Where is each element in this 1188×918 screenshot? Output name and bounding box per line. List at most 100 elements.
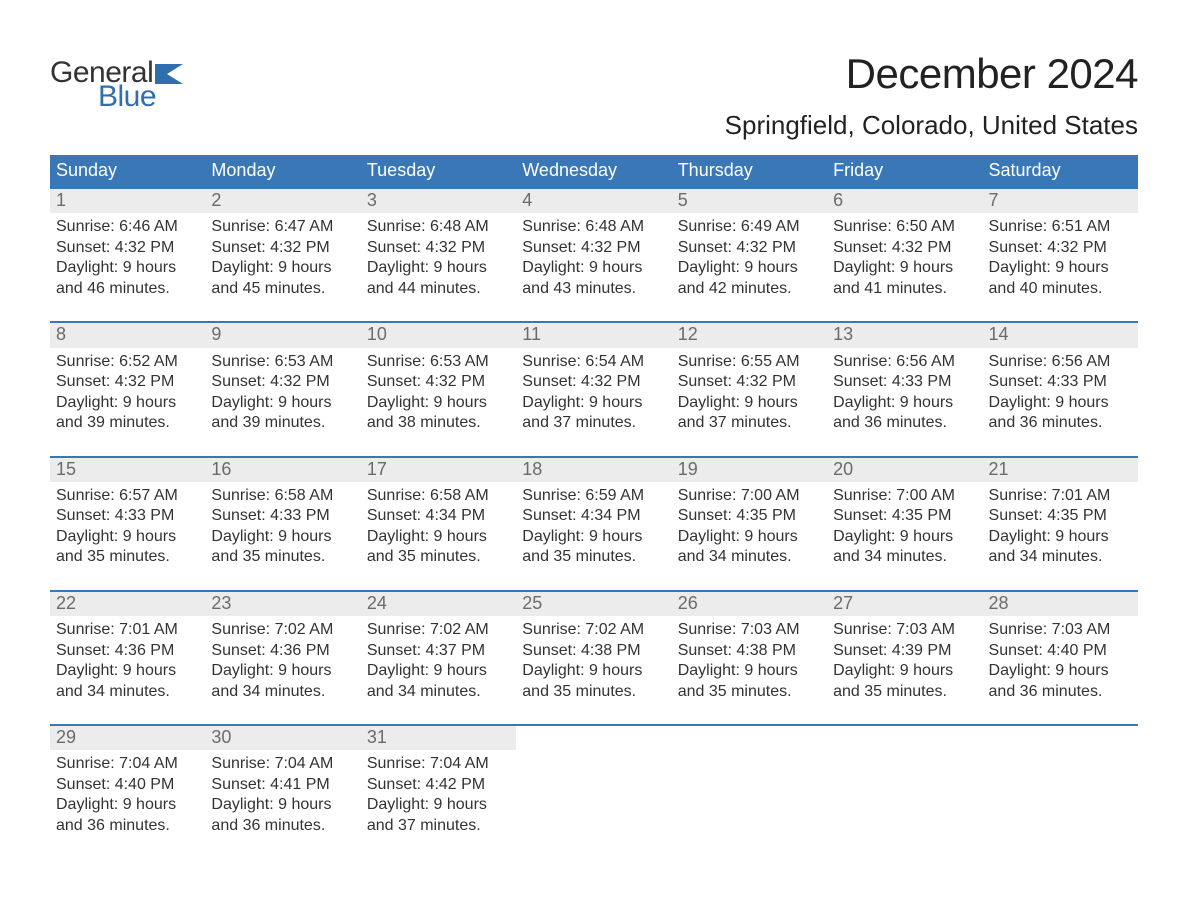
sunrise-line: Sunrise: 6:48 AM — [522, 217, 665, 237]
dow-cell: Saturday — [983, 155, 1138, 187]
empty-day — [983, 726, 1138, 750]
dow-cell: Sunday — [50, 155, 205, 187]
daylight-line: Daylight: 9 hours and 34 minutes. — [367, 661, 510, 702]
day-body: Sunrise: 7:03 AMSunset: 4:39 PMDaylight:… — [827, 616, 982, 702]
calendar: SundayMondayTuesdayWednesdayThursdayFrid… — [50, 155, 1138, 844]
day-body: Sunrise: 7:04 AMSunset: 4:41 PMDaylight:… — [205, 750, 360, 836]
sunrise-line: Sunrise: 6:51 AM — [989, 217, 1132, 237]
sunset-line: Sunset: 4:33 PM — [56, 506, 199, 526]
day-cell: 31Sunrise: 7:04 AMSunset: 4:42 PMDayligh… — [361, 726, 516, 844]
day-cell: 9Sunrise: 6:53 AMSunset: 4:32 PMDaylight… — [205, 323, 360, 441]
sunset-line: Sunset: 4:32 PM — [211, 238, 354, 258]
sunrise-line: Sunrise: 6:49 AM — [678, 217, 821, 237]
sunset-line: Sunset: 4:33 PM — [989, 372, 1132, 392]
day-number: 15 — [50, 458, 205, 482]
header: General Blue December 2024 Springfield, … — [50, 50, 1138, 141]
day-body: Sunrise: 6:50 AMSunset: 4:32 PMDaylight:… — [827, 213, 982, 299]
dow-cell: Tuesday — [361, 155, 516, 187]
day-body: Sunrise: 6:46 AMSunset: 4:32 PMDaylight:… — [50, 213, 205, 299]
daylight-line: Daylight: 9 hours and 36 minutes. — [56, 795, 199, 836]
day-number: 3 — [361, 189, 516, 213]
days-of-week-header: SundayMondayTuesdayWednesdayThursdayFrid… — [50, 155, 1138, 187]
daylight-line: Daylight: 9 hours and 40 minutes. — [989, 258, 1132, 299]
day-body: Sunrise: 7:00 AMSunset: 4:35 PMDaylight:… — [827, 482, 982, 568]
day-cell: 29Sunrise: 7:04 AMSunset: 4:40 PMDayligh… — [50, 726, 205, 844]
week-row: 22Sunrise: 7:01 AMSunset: 4:36 PMDayligh… — [50, 590, 1138, 710]
day-cell: 28Sunrise: 7:03 AMSunset: 4:40 PMDayligh… — [983, 592, 1138, 710]
daylight-line: Daylight: 9 hours and 34 minutes. — [678, 527, 821, 568]
day-cell: 18Sunrise: 6:59 AMSunset: 4:34 PMDayligh… — [516, 458, 671, 576]
empty-day — [516, 726, 671, 750]
sunrise-line: Sunrise: 7:00 AM — [833, 486, 976, 506]
day-number: 13 — [827, 323, 982, 347]
day-cell: 25Sunrise: 7:02 AMSunset: 4:38 PMDayligh… — [516, 592, 671, 710]
location: Springfield, Colorado, United States — [725, 110, 1138, 141]
sunrise-line: Sunrise: 6:53 AM — [211, 352, 354, 372]
sunrise-line: Sunrise: 6:46 AM — [56, 217, 199, 237]
day-body: Sunrise: 6:48 AMSunset: 4:32 PMDaylight:… — [361, 213, 516, 299]
daylight-line: Daylight: 9 hours and 36 minutes. — [989, 661, 1132, 702]
daylight-line: Daylight: 9 hours and 34 minutes. — [211, 661, 354, 702]
day-cell: 2Sunrise: 6:47 AMSunset: 4:32 PMDaylight… — [205, 189, 360, 307]
day-body: Sunrise: 6:55 AMSunset: 4:32 PMDaylight:… — [672, 348, 827, 434]
sunset-line: Sunset: 4:37 PM — [367, 641, 510, 661]
day-number: 9 — [205, 323, 360, 347]
sunset-line: Sunset: 4:32 PM — [678, 372, 821, 392]
daylight-line: Daylight: 9 hours and 35 minutes. — [522, 661, 665, 702]
sunrise-line: Sunrise: 6:50 AM — [833, 217, 976, 237]
sunrise-line: Sunrise: 6:47 AM — [211, 217, 354, 237]
sunrise-line: Sunrise: 6:48 AM — [367, 217, 510, 237]
day-body: Sunrise: 6:52 AMSunset: 4:32 PMDaylight:… — [50, 348, 205, 434]
day-cell — [983, 726, 1138, 844]
day-cell: 15Sunrise: 6:57 AMSunset: 4:33 PMDayligh… — [50, 458, 205, 576]
day-number: 19 — [672, 458, 827, 482]
sunrise-line: Sunrise: 6:58 AM — [211, 486, 354, 506]
sunrise-line: Sunrise: 6:58 AM — [367, 486, 510, 506]
week-row: 8Sunrise: 6:52 AMSunset: 4:32 PMDaylight… — [50, 321, 1138, 441]
day-number: 30 — [205, 726, 360, 750]
day-number: 10 — [361, 323, 516, 347]
daylight-line: Daylight: 9 hours and 44 minutes. — [367, 258, 510, 299]
day-number: 26 — [672, 592, 827, 616]
logo-word-2: Blue — [98, 82, 185, 112]
day-number: 29 — [50, 726, 205, 750]
daylight-line: Daylight: 9 hours and 39 minutes. — [211, 393, 354, 434]
sunset-line: Sunset: 4:32 PM — [56, 238, 199, 258]
sunrise-line: Sunrise: 6:57 AM — [56, 486, 199, 506]
day-body: Sunrise: 6:47 AMSunset: 4:32 PMDaylight:… — [205, 213, 360, 299]
day-cell: 12Sunrise: 6:55 AMSunset: 4:32 PMDayligh… — [672, 323, 827, 441]
daylight-line: Daylight: 9 hours and 37 minutes. — [367, 795, 510, 836]
sunset-line: Sunset: 4:42 PM — [367, 775, 510, 795]
day-number: 27 — [827, 592, 982, 616]
dow-cell: Wednesday — [516, 155, 671, 187]
daylight-line: Daylight: 9 hours and 35 minutes. — [367, 527, 510, 568]
daylight-line: Daylight: 9 hours and 45 minutes. — [211, 258, 354, 299]
day-cell — [516, 726, 671, 844]
sunset-line: Sunset: 4:32 PM — [367, 238, 510, 258]
sunset-line: Sunset: 4:38 PM — [678, 641, 821, 661]
day-cell: 30Sunrise: 7:04 AMSunset: 4:41 PMDayligh… — [205, 726, 360, 844]
day-cell: 4Sunrise: 6:48 AMSunset: 4:32 PMDaylight… — [516, 189, 671, 307]
day-cell: 10Sunrise: 6:53 AMSunset: 4:32 PMDayligh… — [361, 323, 516, 441]
day-cell: 22Sunrise: 7:01 AMSunset: 4:36 PMDayligh… — [50, 592, 205, 710]
day-number: 7 — [983, 189, 1138, 213]
day-body: Sunrise: 7:02 AMSunset: 4:37 PMDaylight:… — [361, 616, 516, 702]
week-row: 29Sunrise: 7:04 AMSunset: 4:40 PMDayligh… — [50, 724, 1138, 844]
day-number: 28 — [983, 592, 1138, 616]
day-number: 4 — [516, 189, 671, 213]
day-number: 14 — [983, 323, 1138, 347]
empty-day — [827, 726, 982, 750]
sunrise-line: Sunrise: 7:02 AM — [211, 620, 354, 640]
daylight-line: Daylight: 9 hours and 41 minutes. — [833, 258, 976, 299]
day-number: 16 — [205, 458, 360, 482]
day-body: Sunrise: 6:56 AMSunset: 4:33 PMDaylight:… — [827, 348, 982, 434]
sunrise-line: Sunrise: 7:03 AM — [678, 620, 821, 640]
daylight-line: Daylight: 9 hours and 36 minutes. — [833, 393, 976, 434]
sunrise-line: Sunrise: 6:59 AM — [522, 486, 665, 506]
day-body: Sunrise: 6:57 AMSunset: 4:33 PMDaylight:… — [50, 482, 205, 568]
sunset-line: Sunset: 4:35 PM — [833, 506, 976, 526]
day-number: 23 — [205, 592, 360, 616]
day-cell: 6Sunrise: 6:50 AMSunset: 4:32 PMDaylight… — [827, 189, 982, 307]
day-body: Sunrise: 7:04 AMSunset: 4:40 PMDaylight:… — [50, 750, 205, 836]
sunset-line: Sunset: 4:41 PM — [211, 775, 354, 795]
